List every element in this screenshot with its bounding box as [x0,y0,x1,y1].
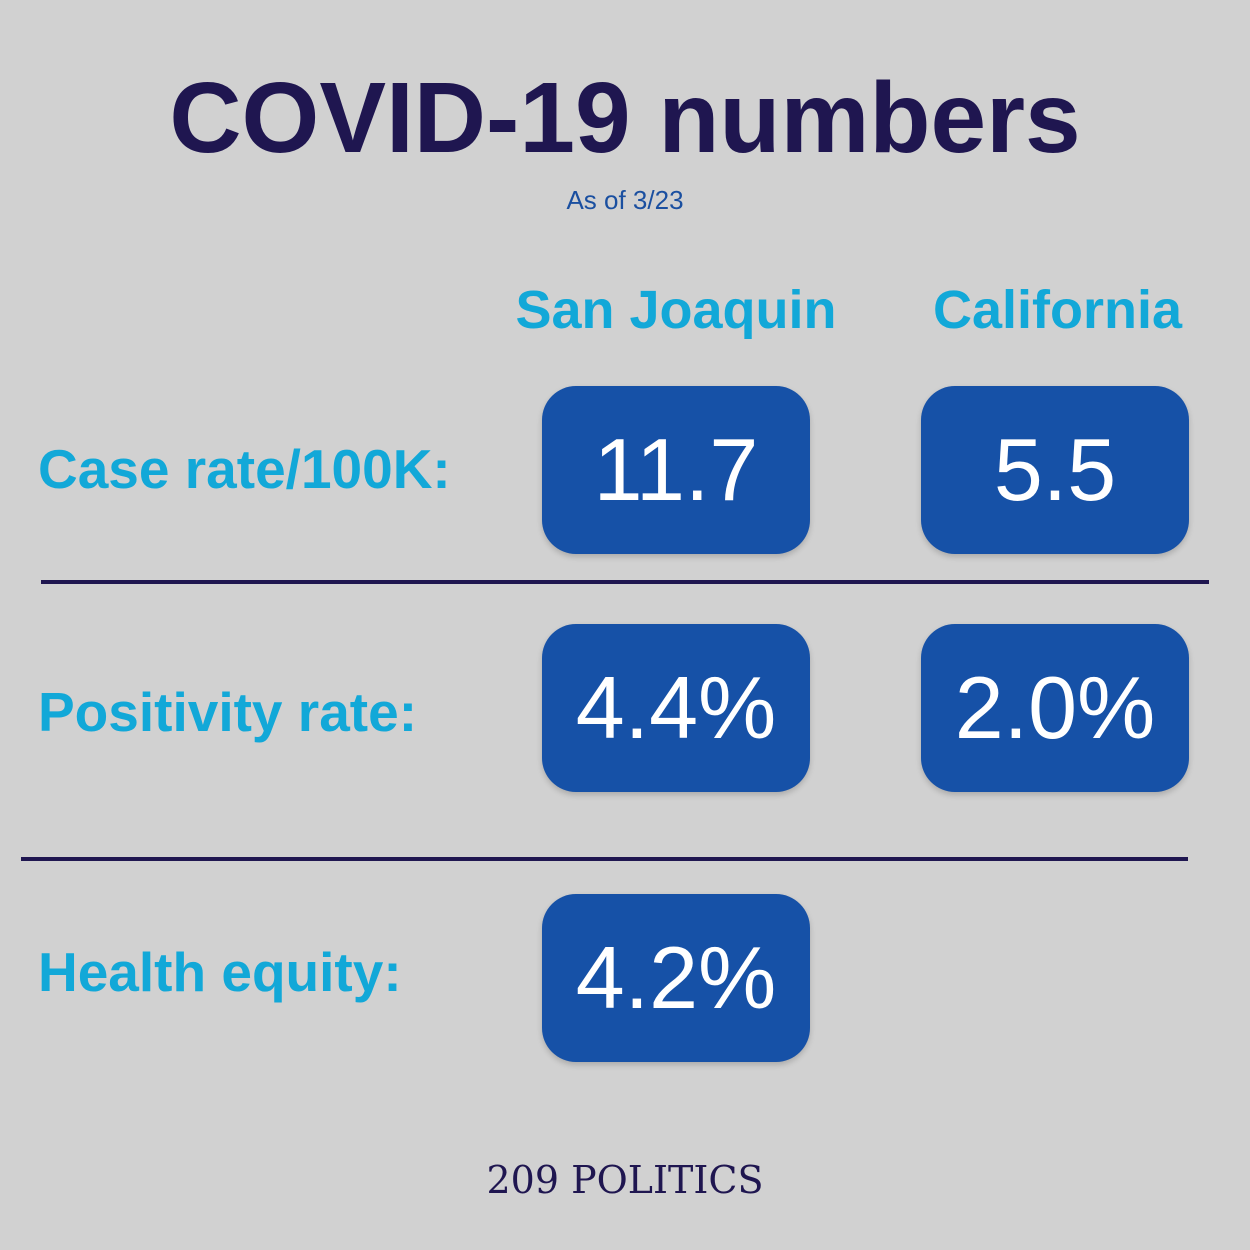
row-label-case-rate: Case rate/100K: [38,438,451,500]
positivity-rate-california-value: 2.0% [921,624,1189,792]
column-header-california: California [932,280,1183,340]
page-title: COVID-19 numbers [169,62,1081,174]
row-label-positivity-rate: Positivity rate: [38,681,418,743]
case-rate-california-value: 5.5 [921,386,1189,554]
row-label-health-equity: Health equity: [38,941,402,1003]
health-equity-san-joaquin-value: 4.2% [542,894,810,1062]
positivity-rate-san-joaquin-value: 4.4% [542,624,810,792]
row-divider [21,857,1188,861]
case-rate-san-joaquin-value: 11.7 [542,386,810,554]
row-divider [41,580,1209,584]
as-of-date: As of 3/23 [566,185,684,215]
source-credit: 209 POLITICS [486,1158,764,1202]
column-header-san-joaquin: San Joaquin [515,280,837,340]
